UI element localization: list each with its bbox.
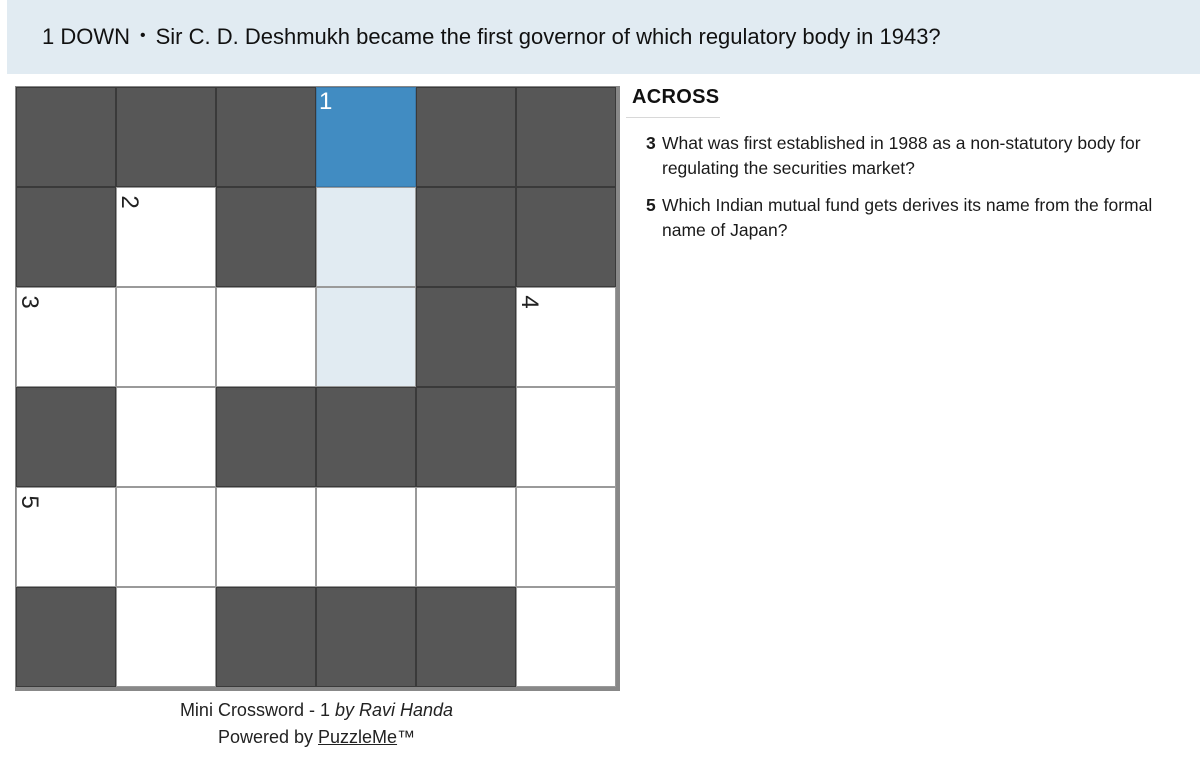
grid-cell[interactable] bbox=[116, 387, 216, 487]
clue-panel: ACROSS 3 What was first established in 1… bbox=[626, 80, 1191, 243]
cell-number: 4 bbox=[516, 295, 543, 309]
grid-cell-block bbox=[416, 387, 516, 487]
grid-cell[interactable]: 5 bbox=[16, 487, 116, 587]
grid-cell-block bbox=[416, 587, 516, 687]
grid-cell[interactable] bbox=[216, 487, 316, 587]
grid-cell[interactable] bbox=[216, 287, 316, 387]
grid-cell-block bbox=[516, 87, 616, 187]
grid-cell-block bbox=[416, 187, 516, 287]
grid-cell-block bbox=[516, 187, 616, 287]
across-clue-list: 3 What was first established in 1988 as … bbox=[626, 131, 1191, 243]
grid-cell-block bbox=[16, 187, 116, 287]
grid-cell-block bbox=[416, 87, 516, 187]
grid-cell-block bbox=[316, 387, 416, 487]
grid-cell[interactable] bbox=[316, 487, 416, 587]
grid-cell[interactable] bbox=[116, 487, 216, 587]
grid-cell-active[interactable]: 1 bbox=[316, 87, 416, 187]
grid-cell[interactable] bbox=[116, 587, 216, 687]
cell-number: 1 bbox=[319, 88, 333, 115]
current-clue-ref: 1 DOWN bbox=[42, 24, 130, 49]
grid-cell[interactable]: 3 bbox=[16, 287, 116, 387]
grid-cell[interactable] bbox=[316, 187, 416, 287]
grid-cell[interactable] bbox=[116, 287, 216, 387]
puzzle-title: Mini Crossword - 1 bbox=[179, 700, 330, 720]
cell-number: 2 bbox=[116, 195, 143, 209]
across-heading: ACROSS bbox=[626, 80, 720, 118]
grid-cell[interactable] bbox=[516, 487, 616, 587]
trademark-symbol: ™ bbox=[397, 727, 416, 747]
puzzleme-link[interactable]: PuzzleMe bbox=[318, 727, 398, 747]
crossword-grid: 1 2 3 4 5 bbox=[15, 86, 620, 691]
grid-cell-block bbox=[216, 387, 316, 487]
grid-cell-block bbox=[16, 387, 116, 487]
grid-cell-block bbox=[216, 87, 316, 187]
grid-cell-block bbox=[216, 587, 316, 687]
grid-cell[interactable]: 4 bbox=[516, 287, 616, 387]
grid-cell[interactable] bbox=[516, 587, 616, 687]
grid-cell-block bbox=[116, 87, 216, 187]
powered-by-label: Powered by bbox=[217, 727, 313, 747]
clue-separator: • bbox=[140, 27, 146, 44]
current-clue-text: Sir C. D. Deshmukh became the first gove… bbox=[155, 24, 941, 49]
grid-cell-block bbox=[16, 587, 116, 687]
current-clue-bar: 1 DOWN • Sir C. D. Deshmukh became the f… bbox=[7, 0, 1200, 74]
clue-number: 5 bbox=[646, 195, 656, 215]
clue-item-5-across[interactable]: 5 Which Indian mutual fund gets derives … bbox=[626, 193, 1191, 243]
grid-cell-block bbox=[316, 587, 416, 687]
grid-cell-block bbox=[16, 87, 116, 187]
cell-number: 3 bbox=[16, 295, 43, 309]
grid-cell-block bbox=[216, 187, 316, 287]
cell-number: 5 bbox=[16, 495, 43, 509]
grid-cell[interactable] bbox=[416, 487, 516, 587]
clue-text: Which Indian mutual fund gets derives it… bbox=[662, 195, 1153, 240]
grid-cell-block bbox=[416, 287, 516, 387]
grid-cell[interactable] bbox=[516, 387, 616, 487]
clue-item-3-across[interactable]: 3 What was first established in 1988 as … bbox=[626, 131, 1191, 181]
grid-cell[interactable] bbox=[316, 287, 416, 387]
puzzle-credits: Mini Crossword - 1 by Ravi Handa Powered… bbox=[15, 697, 618, 751]
clue-text: What was first established in 1988 as a … bbox=[662, 133, 1141, 178]
puzzle-author: by Ravi Handa bbox=[334, 700, 454, 720]
clue-number: 3 bbox=[646, 133, 656, 153]
grid-cell[interactable]: 2 bbox=[116, 187, 216, 287]
